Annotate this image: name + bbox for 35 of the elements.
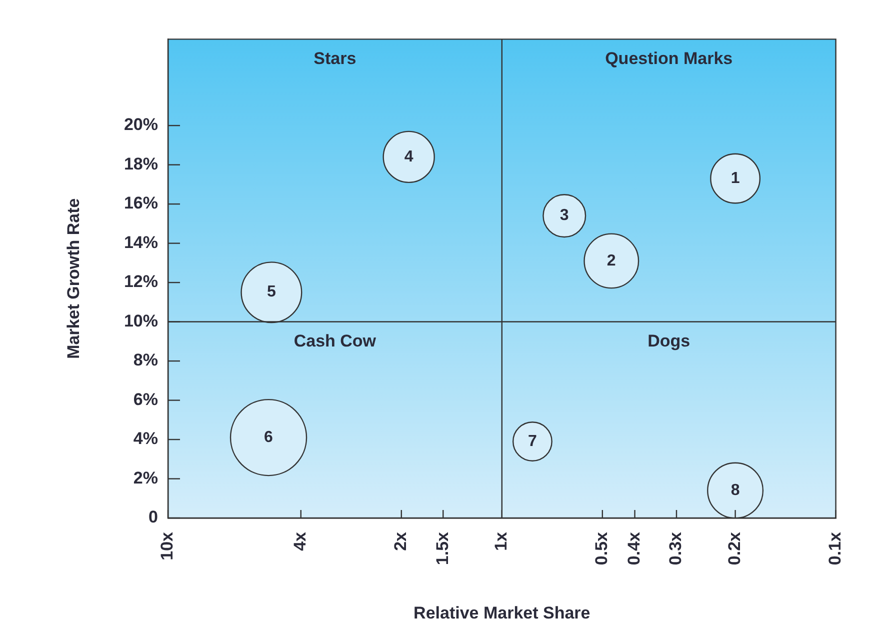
x-tick-label: 10x (158, 531, 177, 560)
y-tick-label: 18% (124, 154, 158, 174)
x-tick-label: 0.4x (624, 531, 644, 566)
x-tick-label: 1.5x (432, 531, 452, 566)
x-axis-title: Relative Market Share (414, 603, 590, 622)
x-tick-label: 0.1x (825, 531, 844, 566)
y-tick-label: 16% (124, 194, 158, 213)
annotation: 1 (730, 170, 740, 187)
x-tick-label: 0.2x (724, 531, 744, 566)
y-tick-label: 6% (133, 390, 158, 409)
y-tick-label: 12% (124, 272, 158, 292)
annotation: 2 (606, 252, 616, 270)
y-tick-label: 10% (124, 311, 158, 330)
y-tick-label: 8% (133, 350, 158, 370)
x-tick-label: 1x (492, 531, 511, 551)
annotation: 5 (266, 284, 276, 301)
annotation: 3 (560, 207, 569, 224)
y-tick-label: 14% (124, 232, 158, 252)
y-tick-label: 2% (133, 468, 158, 488)
annotation: 4 (404, 148, 414, 166)
y-tick-label: 20% (124, 115, 158, 134)
x-tick-label: 0.3x (666, 531, 686, 566)
annotation: 8 (730, 482, 740, 499)
y-axis-title: Market Growth Rate (64, 198, 83, 359)
y-tick-label: 0 (148, 508, 158, 527)
annotation: 6 (264, 428, 274, 446)
x-tick-label: 4x (290, 531, 310, 551)
annotation: Dogs (648, 331, 690, 350)
x-tick-label: 0.5x (592, 531, 612, 566)
annotation: Cash Cow (294, 331, 377, 350)
y-tick-label: 4% (133, 429, 158, 448)
annotation: 7 (528, 432, 538, 450)
x-tick-label: 2x (391, 531, 410, 551)
annotation: Question Marks (605, 48, 733, 68)
annotation: Stars (314, 48, 356, 68)
